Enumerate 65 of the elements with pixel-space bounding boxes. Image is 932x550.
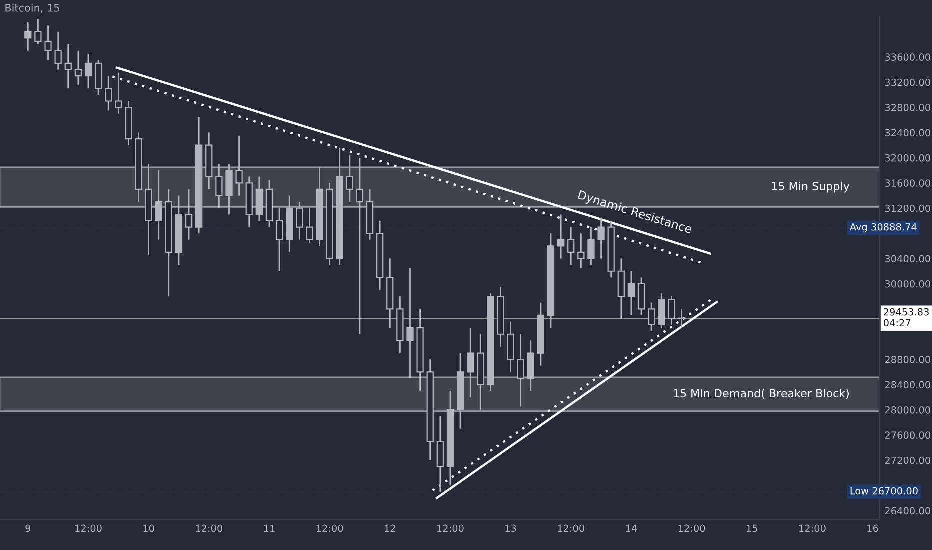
y-tick-label: 31200.00 xyxy=(885,204,930,212)
candlestick xyxy=(115,72,122,115)
candlestick xyxy=(44,24,52,61)
x-tick-label: 12:00 xyxy=(678,524,706,532)
x-tick-label: 14 xyxy=(626,524,638,532)
candlestick xyxy=(648,302,656,332)
x-tick-label: 12:00 xyxy=(558,524,584,532)
chart-title: Bitcoin, 15 xyxy=(6,4,60,13)
candlestick xyxy=(34,18,42,46)
candlestick xyxy=(598,217,605,260)
candlestick xyxy=(306,208,314,244)
candlestick xyxy=(588,226,595,266)
candlestick xyxy=(155,170,162,241)
candlestick xyxy=(568,226,575,266)
y-tick-label: 28800.00 xyxy=(885,356,930,364)
y-tick-label: 32000.00 xyxy=(885,154,930,162)
x-tick-label: 16 xyxy=(868,524,878,532)
candlestick xyxy=(346,154,354,203)
x-tick-label: 9 xyxy=(26,524,31,532)
band-label: 15 MIn Demand( Breaker Block) xyxy=(674,389,849,399)
candlestick xyxy=(105,75,112,112)
x-tick-label: 10 xyxy=(144,524,154,532)
y-tick-label: 32800.00 xyxy=(885,104,930,112)
y-tick-label: 33200.00 xyxy=(885,78,930,86)
candlestick xyxy=(185,188,193,241)
candlestick xyxy=(276,208,284,272)
candlestick xyxy=(557,214,565,260)
candlestick xyxy=(236,135,243,196)
y-tick-label: 30000.00 xyxy=(885,280,930,288)
x-tick-label: 12:00 xyxy=(316,524,344,532)
y-tick-label: 27200.00 xyxy=(885,456,930,464)
y-tick-label: 33600.00 xyxy=(885,54,930,61)
candlestick xyxy=(578,232,585,269)
candlestick xyxy=(64,44,72,90)
candlestick xyxy=(356,157,364,336)
x-tick-label: 12:00 xyxy=(196,524,223,532)
ref-line-label: 29453.83 04:27 xyxy=(884,308,929,327)
x-tick-label: 15 xyxy=(746,524,758,532)
x-tick-label: 13 xyxy=(506,524,516,532)
x-tick-label: 12:00 xyxy=(76,524,102,532)
x-tick-label: 12:00 xyxy=(438,524,464,532)
candlestick xyxy=(296,201,304,241)
x-tick-label: 12 xyxy=(385,524,396,532)
y-tick-label: 27600.00 xyxy=(885,432,930,440)
candlestick xyxy=(54,31,62,70)
candlestick xyxy=(517,334,524,408)
band-label: 15 Min Supply xyxy=(772,182,850,193)
x-tick-label: 11 xyxy=(264,524,275,532)
y-tick-label: 28000.00 xyxy=(885,406,930,414)
y-tick-label: 28400.00 xyxy=(885,381,930,389)
candlestick xyxy=(24,22,32,52)
y-tick-label: 30400.00 xyxy=(885,255,930,263)
ref-line-label: Avg 30888.74 xyxy=(850,223,917,233)
x-tick-label: 12:00 xyxy=(800,524,826,532)
candlestick xyxy=(467,327,474,398)
candlestick xyxy=(84,53,92,90)
candlestick xyxy=(668,296,676,326)
y-tick-label: 26400.00 xyxy=(885,507,930,515)
y-tick-label: 31600.00 xyxy=(885,180,930,187)
candlestick xyxy=(406,268,414,380)
ref-line-label: Low 26700.00 xyxy=(850,487,918,495)
y-tick-label: 32400.00 xyxy=(885,129,930,137)
candlestick xyxy=(628,270,636,316)
candlestick xyxy=(74,50,82,86)
candlestick xyxy=(216,164,223,210)
